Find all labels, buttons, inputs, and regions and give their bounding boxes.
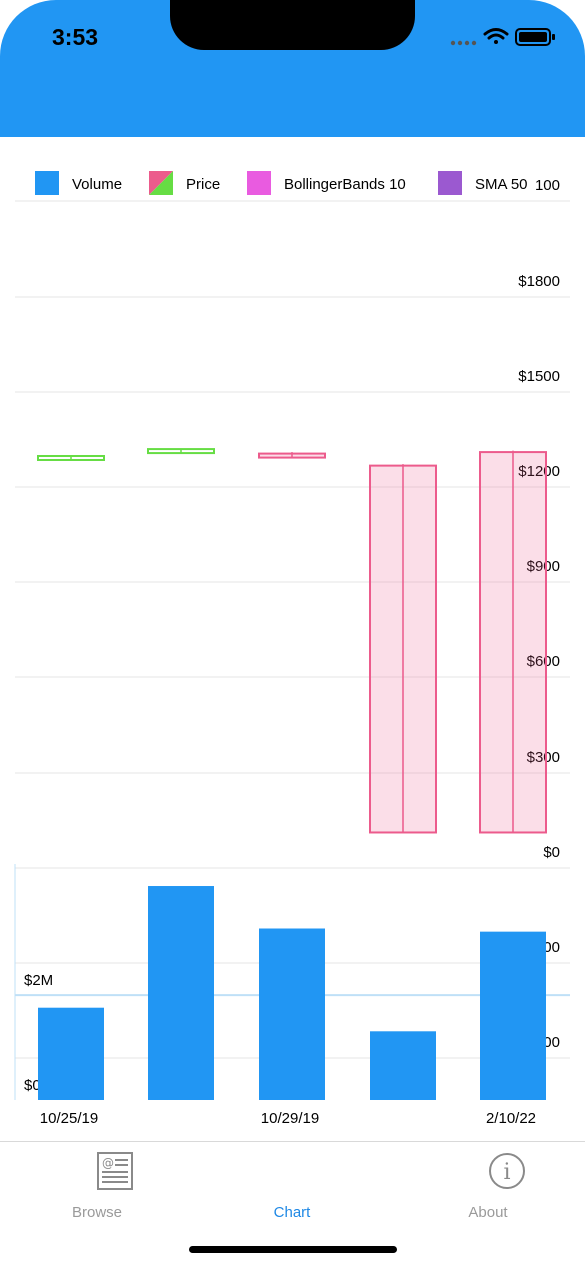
tab-about[interactable]: i About xyxy=(423,1150,553,1221)
legend-swatch xyxy=(438,171,462,195)
tab-chart-label: Chart xyxy=(273,1204,311,1221)
financial-chart[interactable]: 100$1800$1500$1200$900$600$300$0-$300-$6… xyxy=(0,137,585,1141)
legend-label: SMA 50 xyxy=(475,176,528,193)
svg-text:@: @ xyxy=(102,1156,114,1170)
legend-label: BollingerBands 10 xyxy=(284,176,406,193)
tab-about-label: About xyxy=(468,1204,508,1221)
legend-label: Price xyxy=(186,176,220,193)
tab-browse-label: Browse xyxy=(71,1204,123,1221)
tab-bar: @ Browse Chart i About xyxy=(0,1141,585,1266)
legend-swatch-price-up xyxy=(149,171,173,195)
candle-body xyxy=(258,452,326,459)
volume-bar xyxy=(480,931,546,1100)
candle-body xyxy=(369,464,437,834)
candle-body xyxy=(37,454,105,461)
tab-chart[interactable]: Chart xyxy=(227,1150,357,1221)
volume-bar xyxy=(259,928,325,1100)
volume-bar xyxy=(148,886,214,1100)
battery-icon xyxy=(515,28,555,46)
price-axis-tick-label: $0 xyxy=(543,844,560,861)
tab-browse[interactable]: @ Browse xyxy=(32,1150,162,1221)
x-axis-label: 2/10/22 xyxy=(486,1110,536,1127)
price-axis-tick-label: 100 xyxy=(535,177,560,194)
price-axis-tick-label: $1500 xyxy=(518,368,560,385)
volume-axis-tick-label: $2M xyxy=(24,972,53,989)
legend-swatch xyxy=(247,171,271,195)
candle-body xyxy=(479,451,547,834)
x-axis-label: 10/25/19 xyxy=(40,1110,98,1127)
home-indicator xyxy=(189,1246,397,1253)
price-axis-tick-label: $300 xyxy=(527,749,560,766)
candle-body xyxy=(147,448,215,455)
price-axis-tick-label: $1200 xyxy=(518,463,560,480)
signal-icon xyxy=(450,40,477,46)
svg-text:i: i xyxy=(503,1160,510,1185)
chart-area[interactable]: 100$1800$1500$1200$900$600$300$0-$300-$6… xyxy=(0,137,585,1141)
status-icons xyxy=(449,26,559,48)
status-time: 3:53 xyxy=(52,24,99,50)
price-axis-tick-label: $600 xyxy=(527,653,560,670)
device-notch xyxy=(170,0,415,50)
price-axis-tick-label: $900 xyxy=(527,558,560,575)
legend-swatch xyxy=(35,171,59,195)
volume-bar xyxy=(370,1031,436,1100)
wifi-icon xyxy=(483,28,509,44)
legend-label: Volume xyxy=(72,176,122,193)
price-axis-tick-label: $1800 xyxy=(518,273,560,290)
x-axis-label: 10/29/19 xyxy=(261,1110,319,1127)
volume-bar xyxy=(38,1007,104,1100)
volume-axis-tick-label: $0 xyxy=(24,1077,41,1094)
